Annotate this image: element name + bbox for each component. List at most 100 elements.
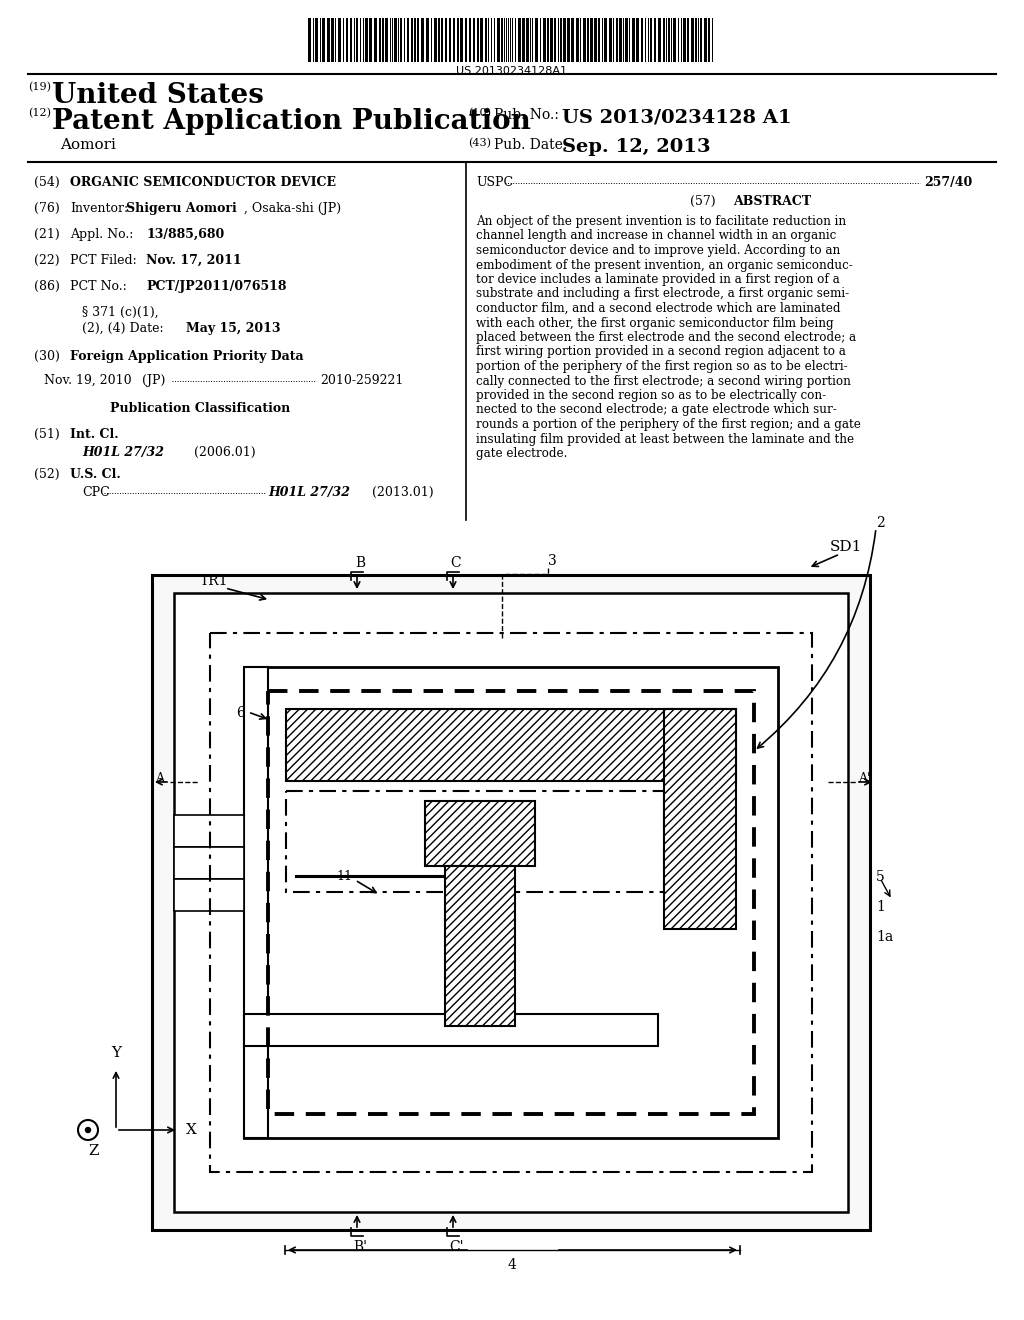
- Bar: [575, 18, 579, 62]
- Text: PCT Filed:: PCT Filed:: [70, 253, 137, 267]
- Text: conductor film, and a second electrode which are laminated: conductor film, and a second electrode w…: [476, 302, 841, 315]
- Bar: [417, 18, 419, 62]
- Bar: [695, 18, 697, 62]
- Bar: [501, 18, 503, 62]
- Text: tor device includes a laminate provided in a first region of a: tor device includes a laminate provided …: [476, 273, 840, 286]
- Text: provided in the second region so as to be electrically con-: provided in the second region so as to b…: [476, 389, 826, 403]
- Bar: [547, 18, 549, 62]
- Text: Nov. 19, 2010: Nov. 19, 2010: [44, 374, 132, 387]
- Bar: [518, 18, 521, 62]
- Bar: [687, 18, 689, 62]
- Bar: [526, 18, 529, 62]
- Bar: [174, 879, 244, 911]
- Bar: [174, 847, 244, 879]
- Bar: [477, 18, 479, 62]
- Text: channel length and increase in channel width in an organic: channel length and increase in channel w…: [476, 230, 837, 243]
- Text: 1: 1: [876, 900, 885, 913]
- Bar: [268, 690, 754, 1114]
- Text: (22): (22): [34, 253, 59, 267]
- Bar: [598, 18, 600, 62]
- Text: Z: Z: [89, 1144, 99, 1158]
- Bar: [174, 593, 848, 1212]
- Text: United States: United States: [52, 82, 264, 110]
- Text: embodiment of the present invention, an organic semiconduc-: embodiment of the present invention, an …: [476, 259, 853, 272]
- Bar: [286, 791, 664, 892]
- Text: rounds a portion of the periphery of the first region; and a gate: rounds a portion of the periphery of the…: [476, 418, 861, 432]
- Text: 11: 11: [336, 870, 352, 883]
- Bar: [594, 18, 597, 62]
- Bar: [356, 18, 358, 62]
- Bar: [625, 18, 628, 62]
- Bar: [379, 18, 381, 62]
- Text: CPC: CPC: [82, 486, 110, 499]
- Bar: [480, 18, 483, 62]
- Bar: [308, 18, 311, 62]
- Bar: [604, 18, 607, 62]
- Text: cally connected to the first electrode; a second wiring portion: cally connected to the first electrode; …: [476, 375, 851, 388]
- Text: 257/40: 257/40: [924, 176, 972, 189]
- Text: Appl. No.:: Appl. No.:: [70, 228, 133, 242]
- Text: C': C': [449, 1239, 463, 1254]
- Bar: [374, 18, 377, 62]
- Bar: [522, 18, 525, 62]
- Text: (76): (76): [34, 202, 59, 215]
- Bar: [560, 18, 562, 62]
- Bar: [705, 18, 707, 62]
- Text: 13/885,680: 13/885,680: [146, 228, 224, 242]
- Bar: [535, 18, 538, 62]
- Text: Publication Classification: Publication Classification: [110, 403, 290, 414]
- Bar: [700, 18, 702, 62]
- Text: 1a: 1a: [876, 931, 893, 944]
- Bar: [411, 18, 413, 62]
- Text: U.S. Cl.: U.S. Cl.: [70, 469, 121, 480]
- Text: (2006.01): (2006.01): [194, 446, 256, 459]
- Bar: [315, 18, 318, 62]
- Bar: [414, 18, 416, 62]
- Bar: [663, 18, 665, 62]
- Bar: [632, 18, 635, 62]
- Text: , Osaka-shi (JP): , Osaka-shi (JP): [244, 202, 341, 215]
- Bar: [210, 634, 812, 1172]
- Bar: [426, 18, 429, 62]
- Text: Foreign Application Priority Data: Foreign Application Priority Data: [70, 350, 304, 363]
- Text: (2013.01): (2013.01): [372, 486, 433, 499]
- Text: nected to the second electrode; a gate electrode which sur-: nected to the second electrode; a gate e…: [476, 404, 837, 417]
- Text: PCT No.:: PCT No.:: [70, 280, 127, 293]
- Text: 12: 12: [460, 820, 476, 833]
- Bar: [449, 18, 451, 62]
- Bar: [550, 18, 553, 62]
- Bar: [244, 1014, 658, 1045]
- Bar: [407, 18, 409, 62]
- Text: 3: 3: [548, 554, 557, 568]
- Text: US 20130234128A1: US 20130234128A1: [457, 66, 567, 77]
- Text: USPC: USPC: [476, 176, 513, 189]
- Bar: [543, 18, 546, 62]
- Text: Int. Cl.: Int. Cl.: [70, 428, 119, 441]
- Text: insulating film provided at least between the laminate and the: insulating film provided at least betwee…: [476, 433, 854, 446]
- Bar: [618, 18, 622, 62]
- Bar: [365, 18, 368, 62]
- Text: Pub. No.:: Pub. No.:: [494, 108, 559, 121]
- Bar: [350, 18, 352, 62]
- Text: May 15, 2013: May 15, 2013: [186, 322, 281, 335]
- Text: semiconductor device and to improve yield. According to an: semiconductor device and to improve yiel…: [476, 244, 841, 257]
- Text: Pub. Date:: Pub. Date:: [494, 139, 567, 152]
- Text: ORGANIC SEMICONDUCTOR DEVICE: ORGANIC SEMICONDUCTOR DEVICE: [70, 176, 336, 189]
- Bar: [668, 18, 670, 62]
- Text: (57): (57): [690, 195, 716, 209]
- Bar: [394, 18, 397, 62]
- Text: placed between the first electrode and the second electrode; a: placed between the first electrode and t…: [476, 331, 856, 345]
- Bar: [152, 576, 870, 1230]
- Bar: [385, 18, 388, 62]
- Bar: [445, 866, 515, 1026]
- Bar: [673, 18, 676, 62]
- Bar: [445, 18, 447, 62]
- Text: (51): (51): [34, 428, 59, 441]
- Text: PCT/JP2011/076518: PCT/JP2011/076518: [146, 280, 287, 293]
- Bar: [609, 18, 612, 62]
- Bar: [636, 18, 639, 62]
- Bar: [708, 18, 710, 62]
- Text: H01L 27/32: H01L 27/32: [82, 446, 164, 459]
- Bar: [664, 709, 736, 929]
- Bar: [587, 18, 589, 62]
